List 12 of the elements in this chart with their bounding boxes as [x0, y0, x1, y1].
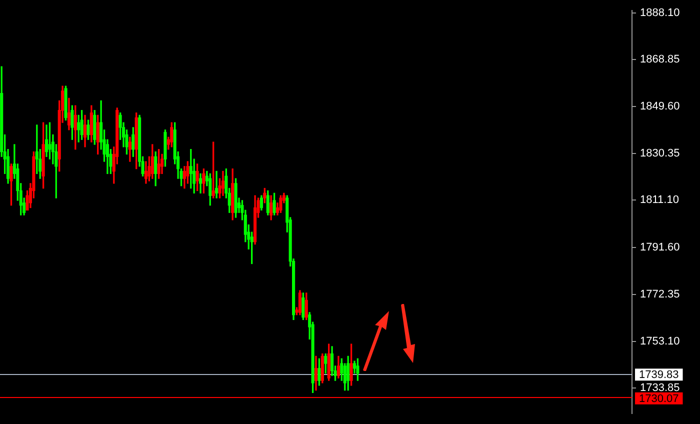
- candlestick: [215, 170, 218, 198]
- y-tick-label: 1888.10: [640, 6, 680, 19]
- y-tick-label: 1811.10: [640, 194, 679, 206]
- y-tick-label: 1753.10: [640, 335, 680, 348]
- y-tick-label: 1849.60: [640, 100, 680, 113]
- y-tick-label: 1791.60: [640, 242, 680, 254]
- y-tick-label: 1830.35: [640, 147, 680, 160]
- y-tick-label: 1868.85: [640, 54, 680, 66]
- y-tick-label: 1733.85: [640, 382, 680, 394]
- ref-line-label: 1730.07: [639, 392, 679, 405]
- y-tick-label: 1772.35: [640, 288, 680, 301]
- ref-line-label: 1739.83: [639, 369, 679, 382]
